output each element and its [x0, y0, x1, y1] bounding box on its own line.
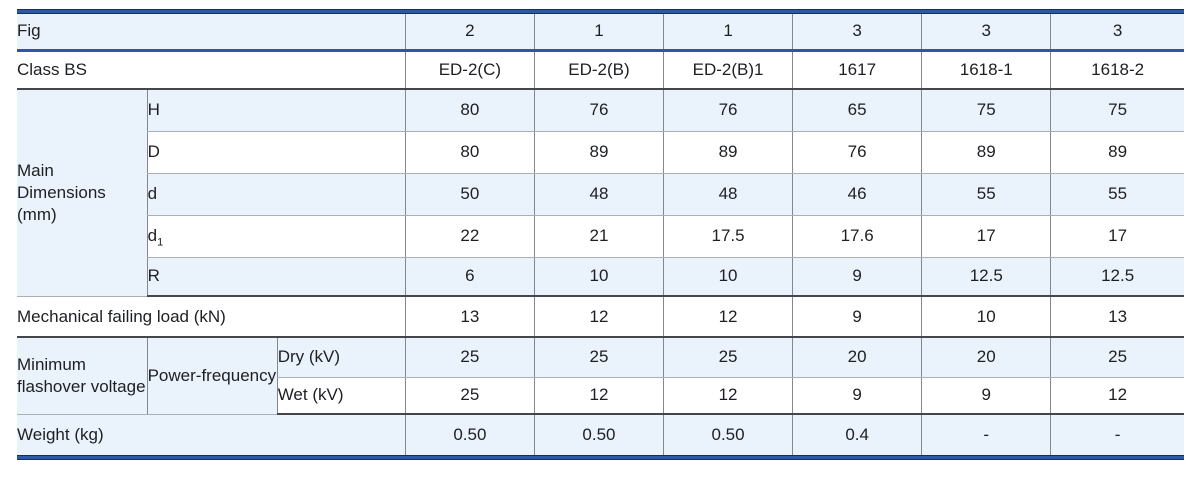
wet-label: Wet (kV)	[276, 377, 406, 415]
dimension-value: 22	[404, 215, 535, 258]
dimension-label: d1	[146, 215, 406, 258]
dimension-value: 10	[662, 257, 793, 297]
dimension-value: 89	[921, 131, 1051, 174]
dimension-row-d-major: D 80 89 89 76 89 89	[17, 131, 1184, 174]
dimension-value: 17	[921, 215, 1051, 258]
weight-value: 0.50	[662, 414, 793, 455]
dimension-row-r: R 6 10 10 9 12.5 12.5	[17, 257, 1184, 297]
dimension-value: 9	[792, 257, 922, 297]
dry-value: 25	[533, 337, 664, 378]
fig-value: 3	[1050, 14, 1184, 52]
dimension-label: D	[146, 131, 406, 174]
fig-row: Fig 2 1 1 3 3 3	[17, 14, 1184, 52]
dimension-value: 89	[533, 131, 664, 174]
dry-value: 25	[662, 337, 793, 378]
insulator-spec-table: Fig 2 1 1 3 3 3 Class BS ED-2(C) ED-2(B)…	[17, 14, 1184, 455]
class-bs-row: Class BS ED-2(C) ED-2(B) ED-2(B)1 1617 1…	[17, 50, 1184, 90]
dimension-value: 76	[792, 131, 922, 174]
class-bs-value: ED-2(B)	[533, 50, 664, 90]
dry-value: 25	[404, 337, 535, 378]
weight-value: 0.50	[404, 414, 535, 455]
table-top-rule	[17, 9, 1184, 14]
dimension-value: 75	[1050, 89, 1184, 132]
wet-value: 12	[533, 377, 664, 415]
fig-value: 1	[662, 14, 793, 52]
dimension-value: 80	[404, 131, 535, 174]
dimension-value: 76	[533, 89, 664, 132]
weight-value: 0.50	[533, 414, 664, 455]
dimension-value: 17	[1050, 215, 1184, 258]
dimension-value: 55	[1050, 173, 1184, 216]
mechanical-load-value: 10	[921, 296, 1051, 338]
fig-value: 3	[792, 14, 922, 52]
dimension-value: 46	[792, 173, 922, 216]
dimension-label: H	[146, 89, 406, 132]
dimension-value: 55	[921, 173, 1051, 216]
dimension-label: R	[146, 257, 406, 297]
table-container: Fig 2 1 1 3 3 3 Class BS ED-2(C) ED-2(B)…	[17, 9, 1184, 460]
dimension-value: 6	[404, 257, 535, 297]
fig-value: 3	[921, 14, 1051, 52]
dimension-value: 65	[792, 89, 922, 132]
dimension-value: 17.5	[662, 215, 793, 258]
dimension-value: 12.5	[921, 257, 1051, 297]
dimension-label-subscript: 1	[157, 236, 164, 249]
class-bs-row-label: Class BS	[17, 50, 406, 90]
flashover-wet-row: Wet (kV) 25 12 12 9 9 12	[17, 377, 1184, 415]
fig-row-label: Fig	[17, 14, 406, 52]
dry-value: 20	[792, 337, 922, 378]
class-bs-value: ED-2(C)	[404, 50, 535, 90]
fig-value: 2	[404, 14, 535, 52]
main-dimensions-group-label: Main Dimensions (mm)	[17, 89, 148, 297]
mechanical-load-value: 9	[792, 296, 922, 338]
dimension-row-d-minor: d 50 48 48 46 55 55	[17, 173, 1184, 216]
dimension-value: 50	[404, 173, 535, 216]
class-bs-value: 1618-1	[921, 50, 1051, 90]
wet-value: 25	[404, 377, 535, 415]
dimension-row-d1: d1 22 21 17.5 17.6 17 17	[17, 215, 1184, 258]
dimension-value: 48	[662, 173, 793, 216]
class-bs-value: 1618-2	[1050, 50, 1184, 90]
dimension-value: 12.5	[1050, 257, 1184, 297]
mechanical-load-value: 13	[1050, 296, 1184, 338]
dimension-value: 89	[1050, 131, 1184, 174]
flashover-group-label: Minimum flashover voltage	[17, 337, 148, 415]
dry-value: 20	[921, 337, 1051, 378]
mechanical-load-row: Mechanical failing load (kN) 13 12 12 9 …	[17, 296, 1184, 338]
dimension-value: 17.6	[792, 215, 922, 258]
dry-label: Dry (kV)	[276, 337, 406, 378]
dry-value: 25	[1050, 337, 1184, 378]
dimension-value: 76	[662, 89, 793, 132]
weight-row: Weight (kg) 0.50 0.50 0.50 0.4 - -	[17, 414, 1184, 455]
weight-label: Weight (kg)	[17, 414, 406, 455]
weight-value: -	[921, 414, 1051, 455]
class-bs-value: ED-2(B)1	[662, 50, 793, 90]
weight-value: 0.4	[792, 414, 922, 455]
dimension-value: 10	[533, 257, 664, 297]
wet-value: 12	[1050, 377, 1184, 415]
flashover-dry-row: Minimum flashover voltage Power-frequenc…	[17, 337, 1184, 415]
mechanical-load-label: Mechanical failing load (kN)	[17, 296, 406, 338]
dimension-value: 80	[404, 89, 535, 132]
dimension-value: 75	[921, 89, 1051, 132]
wet-value: 9	[921, 377, 1051, 415]
class-bs-value: 1617	[792, 50, 922, 90]
weight-value: -	[1050, 414, 1184, 455]
wet-value: 12	[662, 377, 793, 415]
dimension-label: d	[146, 173, 406, 216]
fig-value: 1	[533, 14, 664, 52]
dimension-value: 89	[662, 131, 793, 174]
dimension-value: 48	[533, 173, 664, 216]
dimension-value: 21	[533, 215, 664, 258]
mechanical-load-value: 12	[662, 296, 793, 338]
table-bottom-rule	[17, 455, 1184, 460]
power-frequency-label: Power-frequency	[146, 337, 278, 415]
dimension-row-h: Main Dimensions (mm) H 80 76 76 65 75 75	[17, 89, 1184, 297]
mechanical-load-value: 13	[404, 296, 535, 338]
mechanical-load-value: 12	[533, 296, 664, 338]
wet-value: 9	[792, 377, 922, 415]
